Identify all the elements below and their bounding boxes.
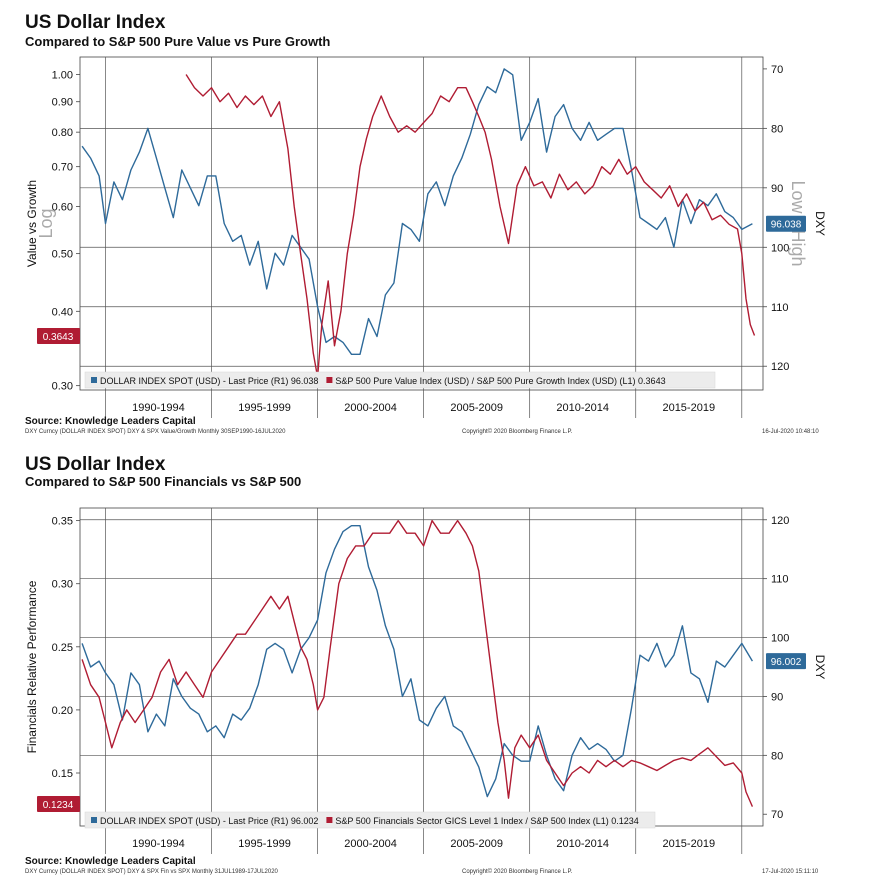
right-tick-label: 110	[771, 302, 789, 314]
x-tick-label: 2015-2019	[662, 838, 715, 850]
y-axis-label-right: DXY	[813, 211, 827, 236]
chart-title: US Dollar Index	[25, 12, 166, 33]
right-tick-label: 70	[771, 64, 783, 76]
x-tick-label: 1995-1999	[238, 402, 291, 414]
dxy-series-line	[81, 68, 753, 355]
chart-subtitle: Compared to S&P 500 Pure Value vs Pure G…	[25, 34, 331, 49]
dxy-series-line	[81, 524, 754, 798]
left-tick-label: 0.30	[52, 381, 73, 393]
legend-entry: S&P 500 Pure Value Index (USD) / S&P 500…	[335, 376, 665, 386]
right-tick-label: 110	[771, 574, 789, 586]
chart-svg-value-growth: 1.00 0.90 0.80 0.70 0.60 0.50 0.40 0.30 70 80 90 10…	[25, 56, 827, 418]
left-tick-label: 1.00	[52, 69, 73, 81]
left-tick-label: 0.70	[52, 162, 73, 174]
x-tick-label: 1990-1994	[132, 838, 185, 850]
legend-box	[84, 371, 716, 389]
left-tick-label: 0.15	[52, 768, 73, 780]
footer-left: DXY Curncy (DOLLAR INDEX SPOT) DXY & SPX…	[25, 429, 286, 435]
ratio-series-line	[185, 74, 756, 378]
left-tick-label: 0.25	[52, 642, 73, 654]
dxy-value-badge	[766, 215, 806, 232]
legend-entry: DOLLAR INDEX SPOT (USD) - Last Price (R1…	[100, 376, 318, 386]
x-tick-label: 2005-2009	[450, 838, 503, 850]
right-tick-label: 120	[771, 361, 789, 373]
footer-timestamp: 17-Jul-2020 15:11:10	[762, 869, 819, 875]
source-note: Source: Knowledge Leaders Capital	[25, 856, 196, 867]
legend-swatch	[326, 377, 333, 383]
right-tick-label: 90	[771, 691, 783, 703]
legend-swatch	[91, 817, 97, 823]
chart-svg-financials: 0.35 0.30 0.25 0.20 0.15 120 110 100 90 80 70 1990-…	[25, 507, 827, 854]
footer-copyright: Copyright© 2020 Bloomberg Finance L.P.	[462, 869, 573, 875]
chart-title: US Dollar Index	[25, 454, 166, 475]
chart-panel-value-growth: 1.00 0.90 0.80 0.70 0.60 0.50 0.40 0.30 70 80 90 10…	[25, 12, 827, 435]
legend-entry: DOLLAR INDEX SPOT (USD) - Last Price (R1…	[100, 816, 318, 826]
legend-box	[84, 811, 656, 829]
x-tick-label: 2010-2014	[556, 402, 609, 414]
source-note: Source: Knowledge Leaders Capital	[25, 416, 196, 427]
left-tick-label: 0.50	[52, 249, 73, 261]
chart-panel-financials: 0.35 0.30 0.25 0.20 0.15 120 110 100 90 80 70 1990-…	[0, 446, 870, 892]
right-tick-label: 80	[771, 750, 783, 762]
left-tick-label: 0.40	[52, 306, 73, 318]
ratio-value-badge-text: 0.1234	[43, 800, 74, 811]
ratio-series-line	[81, 519, 754, 807]
legend-swatch	[326, 817, 333, 823]
left-tick-label: 0.30	[52, 579, 73, 591]
right-tick-label: 100	[771, 242, 789, 254]
ratio-value-badge-text: 0.3643	[43, 332, 74, 343]
y-axis-label-left: Value vs Growth	[25, 180, 39, 267]
x-tick-label: 2000-2004	[344, 838, 397, 850]
plot-frame	[79, 507, 764, 827]
dxy-value-badge-text: 96.002	[771, 657, 802, 668]
chart-subtitle: Compared to S&P 500 Financials vs S&P 50…	[25, 474, 302, 489]
footer-timestamp: 16-Jul-2020 10:48:10	[762, 429, 819, 435]
y-axis-label-right: DXY	[813, 655, 827, 680]
right-tick-label: 80	[771, 123, 783, 135]
x-tick-label: 2000-2004	[344, 402, 397, 414]
footer-left: DXY Curncy (DOLLAR INDEX SPOT) DXY & SPX…	[25, 869, 278, 875]
plot-frame	[79, 56, 764, 391]
legend-swatch	[91, 377, 97, 383]
right-tick-label: 70	[771, 809, 783, 821]
y-axis-label-left: Financials Relative Performance	[25, 580, 39, 753]
left-tick-label: 0.90	[52, 97, 73, 109]
dxy-value-badge	[766, 653, 806, 670]
ratio-value-badge	[37, 796, 80, 812]
log-scale-note: Log	[36, 208, 56, 238]
x-tick-label: 2015-2019	[662, 402, 715, 414]
x-tick-label: 2010-2014	[556, 838, 609, 850]
footer-copyright: Copyright© 2020 Bloomberg Finance L.P.	[462, 429, 573, 435]
x-tick-label: 2005-2009	[450, 402, 503, 414]
right-tick-label: 100	[771, 633, 789, 645]
left-tick-label: 0.35	[52, 516, 73, 528]
dxy-value-badge-text: 96.038	[771, 220, 802, 231]
legend-entry: S&P 500 Financials Sector GICS Level 1 I…	[335, 816, 638, 826]
left-tick-label: 0.20	[52, 705, 73, 717]
right-tick-label: 120	[771, 515, 789, 527]
ratio-value-badge	[37, 328, 80, 344]
x-tick-label: 1995-1999	[238, 838, 291, 850]
left-tick-label: 0.80	[52, 127, 73, 139]
x-tick-label: 1990-1994	[132, 402, 185, 414]
right-tick-label: 90	[771, 183, 783, 195]
left-tick-label: 0.60	[52, 202, 73, 214]
